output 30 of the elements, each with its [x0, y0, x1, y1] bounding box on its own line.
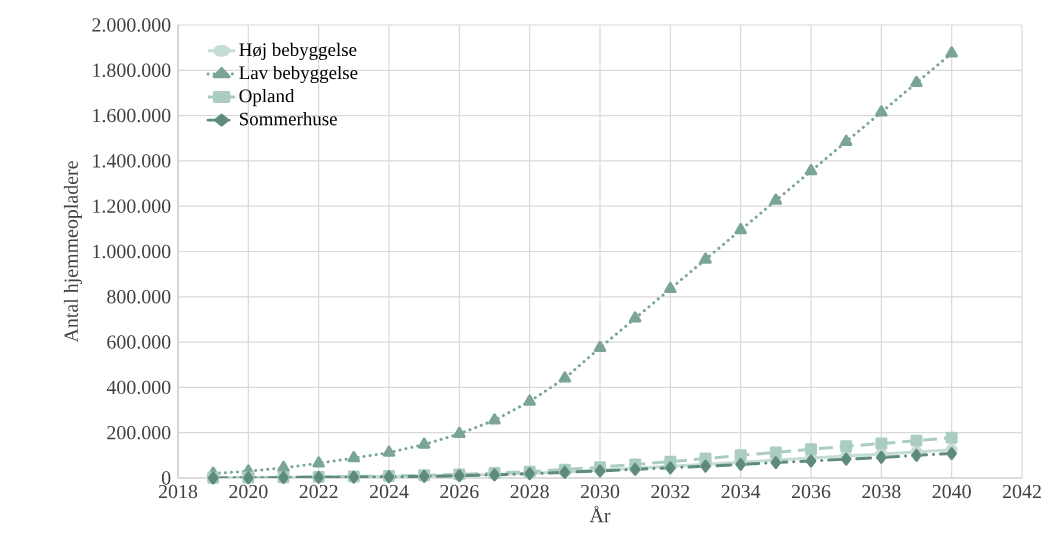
y-tick-label: 800.000 [107, 290, 171, 304]
x-tick-label: 2030 [580, 484, 620, 499]
y-tick-label: 2.000.000 [92, 18, 171, 32]
y-tick-label: 600.000 [107, 335, 171, 349]
y-axis-title: Antal hjemmeopladere [63, 161, 82, 343]
y-tick-label: 1.000.000 [93, 244, 171, 259]
y-tick-label: 1.800.000 [93, 63, 171, 78]
x-tick-label: 2036 [791, 484, 831, 499]
legend-label: Sommerhuse [239, 112, 337, 126]
y-tick-label: 1.600.000 [93, 108, 171, 123]
x-tick-label: 2026 [440, 484, 479, 499]
y-tick-label: 0 [161, 471, 171, 485]
x-tick-label: 2024 [369, 484, 409, 499]
x-tick-label: 2020 [229, 484, 268, 499]
legend-label: Høj bebyggelse [239, 42, 357, 60]
legend-label: Lav bebyggelse [239, 65, 358, 84]
y-tick-label: 200.000 [107, 425, 171, 440]
x-axis-title: År [589, 505, 611, 523]
x-tick-label: 2018 [158, 484, 198, 499]
legend-label: Opland [239, 88, 295, 107]
y-tick-label: 400.000 [106, 380, 171, 395]
x-tick-label: 2042 [1002, 484, 1041, 499]
x-tick-label: 2040 [932, 484, 971, 499]
x-tick-label: 2032 [651, 484, 690, 499]
x-tick-label: 2034 [721, 484, 761, 499]
x-tick-label: 2028 [510, 484, 549, 499]
y-tick-label: 1.200.000 [93, 199, 171, 213]
y-tick-label: 1.400.000 [93, 154, 171, 168]
x-tick-label: 2022 [299, 484, 338, 499]
x-tick-label: 2038 [862, 484, 901, 499]
